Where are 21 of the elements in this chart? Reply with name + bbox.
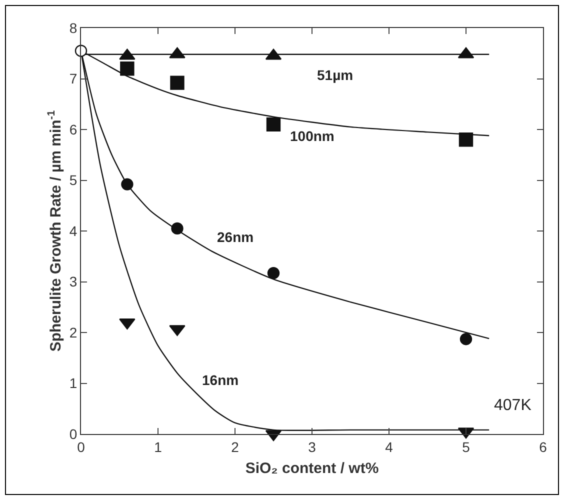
annotation: 51µm — [317, 67, 354, 83]
y-tick-label: 8 — [69, 20, 78, 36]
y-tick-label: 7 — [69, 70, 78, 87]
y-tick-label: 6 — [69, 121, 78, 138]
annotation: 26nm — [217, 229, 254, 245]
y-tick-label: 2 — [69, 324, 78, 340]
x-tick-label: 6 — [539, 438, 548, 455]
y-tick-label: 3 — [69, 274, 78, 290]
y-tick-label: 1 — [69, 375, 78, 392]
x-axis-title: SiO₂ content / wt% — [245, 460, 379, 477]
annotation: 407K — [494, 397, 532, 414]
x-tick-label: 4 — [385, 438, 394, 455]
x-tick-label: 1 — [154, 438, 162, 455]
y-tick-label: 5 — [69, 172, 78, 188]
annotation: 100nm — [290, 128, 334, 144]
annotation: 16nm — [202, 372, 239, 388]
y-tick-label: 4 — [69, 222, 78, 239]
y-tick-label: 0 — [69, 426, 78, 442]
x-tick-label: 5 — [462, 438, 470, 455]
x-tick-label: 2 — [231, 438, 240, 455]
x-tick-label: 3 — [308, 438, 316, 455]
